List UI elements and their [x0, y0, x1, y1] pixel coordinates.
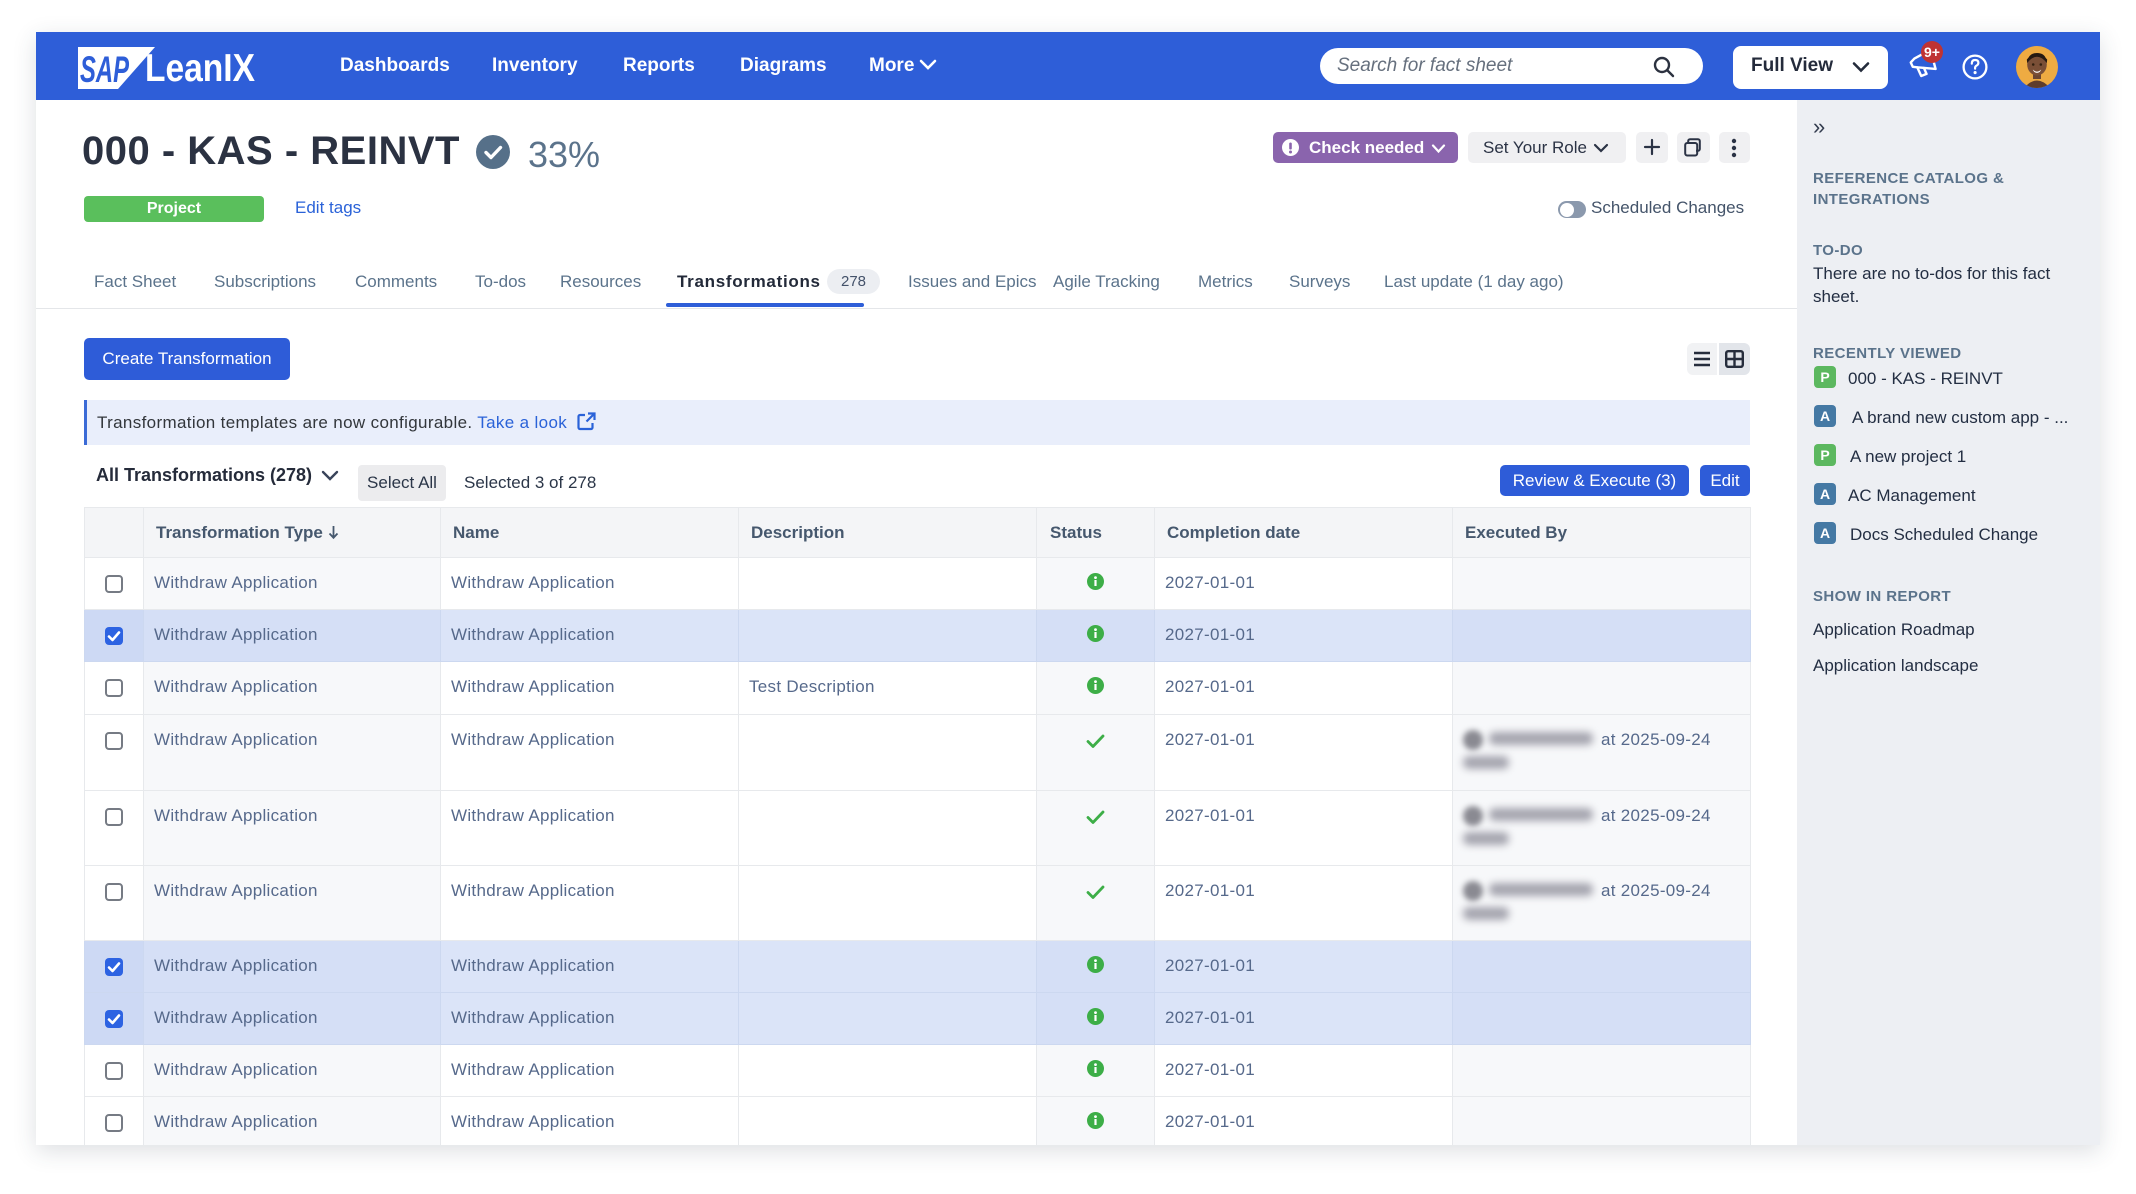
svg-text:SAP: SAP — [80, 49, 129, 89]
